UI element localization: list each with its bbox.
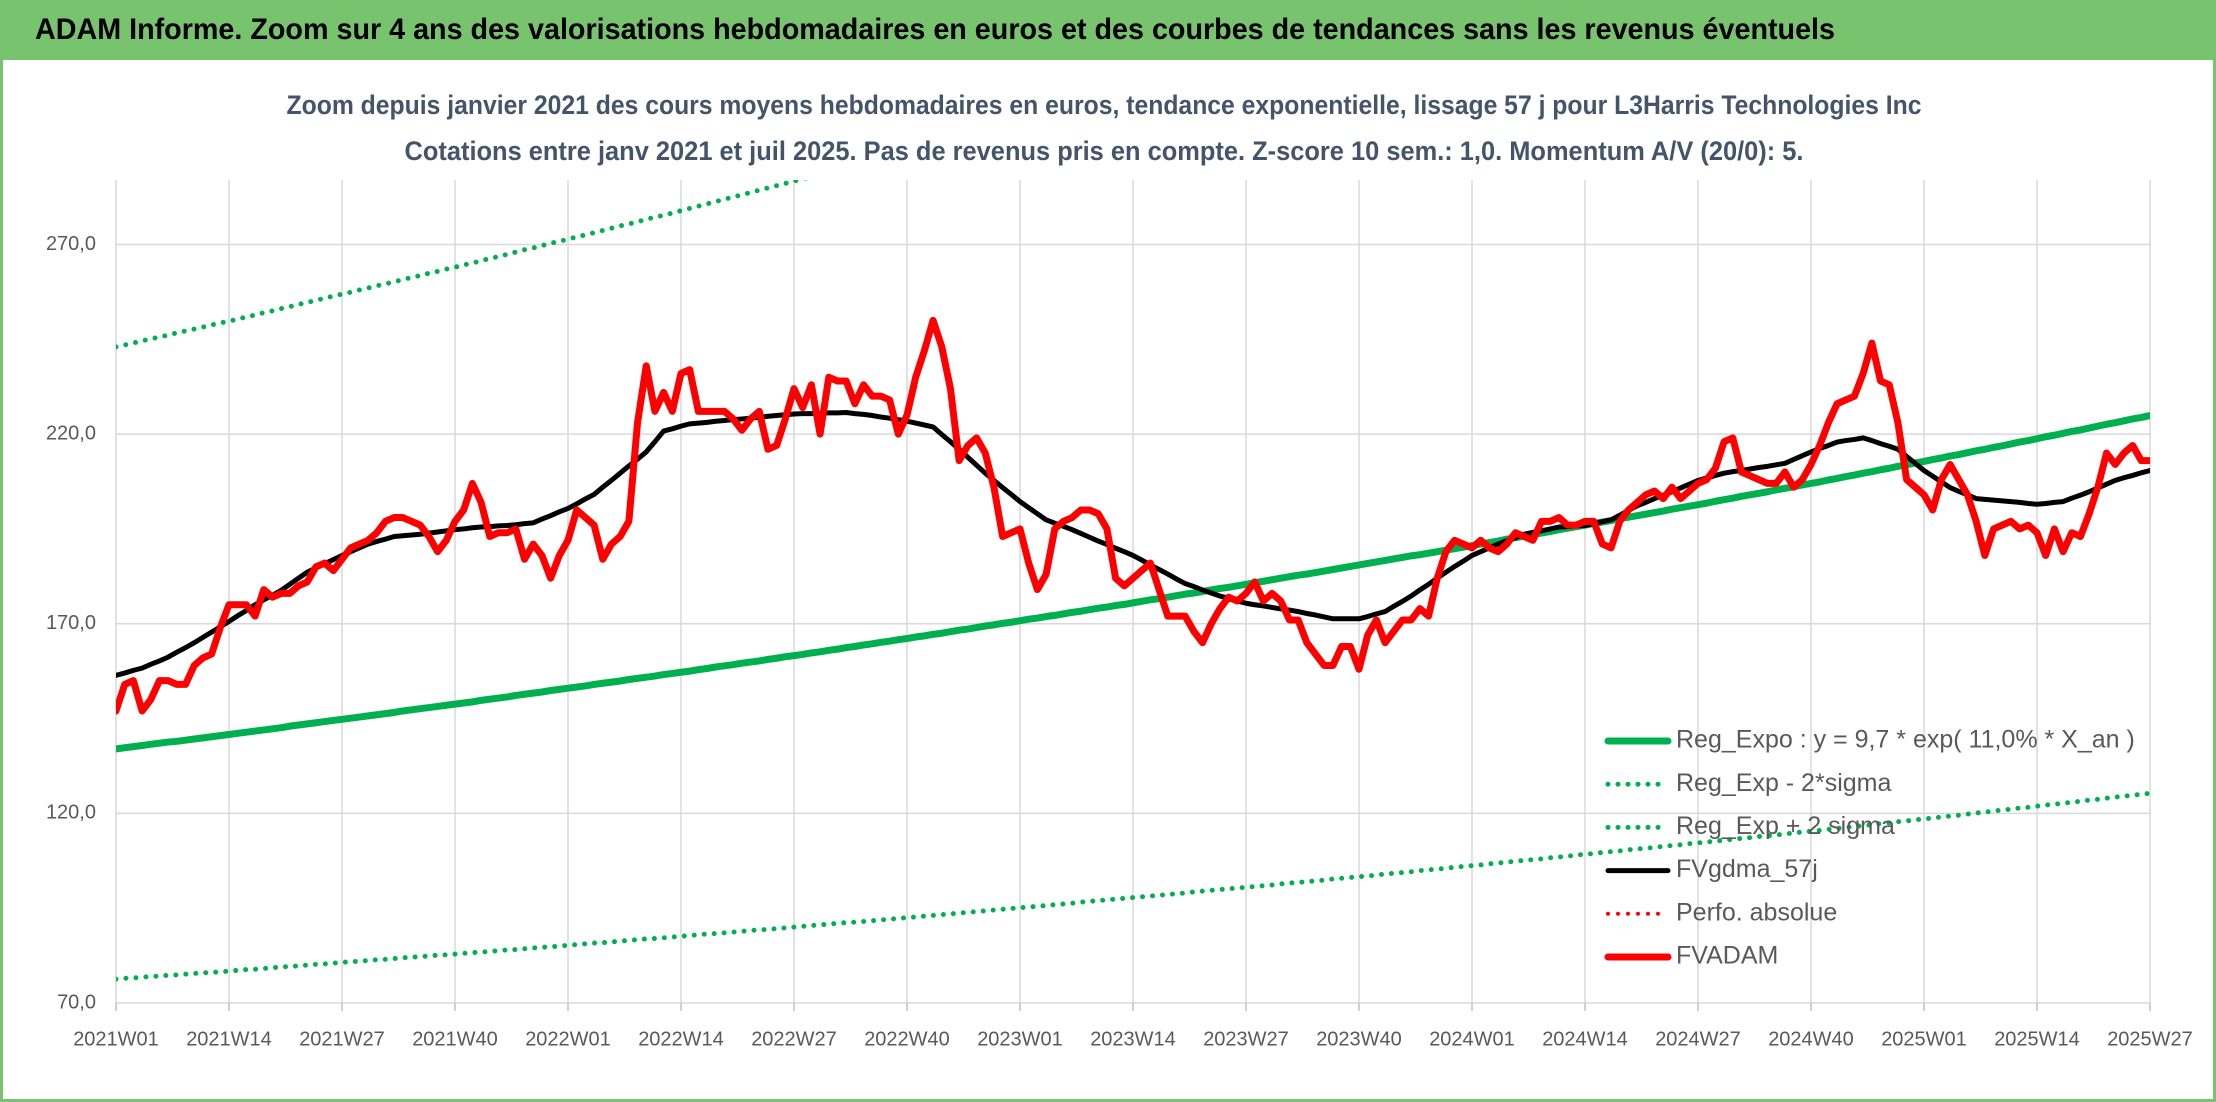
x-tick-label: 2023W01 (977, 1028, 1063, 1050)
legend-label: Reg_Expo : y = 9,7 * exp( 11,0% * X_an ) (1676, 726, 2135, 754)
chart-subtitle: Cotations entre janv 2021 et juil 2025. … (405, 136, 1804, 166)
x-tick-label: 2022W27 (751, 1028, 837, 1050)
x-tick-label: 2024W27 (1655, 1028, 1741, 1050)
y-tick-label: 120,0 (46, 802, 96, 824)
chart-title: Zoom depuis janvier 2021 des cours moyen… (287, 90, 1922, 120)
x-tick-label: 2024W01 (1429, 1028, 1515, 1050)
header-banner (0, 0, 2216, 60)
grid: 70,0 120,0 170,0 220,0 270,0 2021W01 2021W14 20… (46, 180, 2193, 1050)
x-tick-label: 2022W01 (525, 1028, 611, 1050)
x-tick-label: 2021W14 (186, 1028, 272, 1050)
x-tick-label: 2024W14 (1542, 1028, 1628, 1050)
y-tick-label: 270,0 (46, 233, 96, 255)
series-line (116, 316, 2150, 715)
series-line (116, 180, 809, 350)
y-tick-label: 170,0 (46, 612, 96, 634)
y-tick-label: 70,0 (57, 991, 96, 1013)
plot-area (116, 180, 2150, 982)
x-tick-label: 2024W40 (1768, 1028, 1854, 1050)
x-tick-label: 2021W27 (299, 1028, 385, 1050)
x-tick-label: 2023W40 (1316, 1028, 1402, 1050)
x-tick-label: 2023W27 (1203, 1028, 1289, 1050)
legend-label: Reg_Exp + 2 sigma (1676, 812, 1895, 840)
header-title: ADAM Informe. Zoom sur 4 ans des valoris… (35, 13, 1835, 46)
x-tick-label: 2022W14 (638, 1028, 724, 1050)
x-tick-label: 2025W14 (1994, 1028, 2080, 1050)
legend-label: Reg_Exp - 2*sigma (1676, 769, 1891, 797)
x-tick-label: 2021W40 (412, 1028, 498, 1050)
x-tick-label: 2025W01 (1881, 1028, 1967, 1050)
legend-label: FVgdma_57j (1676, 855, 1818, 883)
legend-label: FVADAM (1676, 942, 1778, 970)
x-tick-label: 2021W01 (73, 1028, 159, 1050)
series-line (116, 790, 2150, 982)
x-tick-label: 2023W14 (1090, 1028, 1176, 1050)
x-tick-label: 2022W40 (864, 1028, 950, 1050)
legend: Reg_Expo : y = 9,7 * exp( 11,0% * X_an )… (1604, 726, 2135, 970)
legend-label: Perfo. absolue (1676, 898, 1837, 926)
y-tick-label: 220,0 (46, 422, 96, 444)
x-tick-label: 2025W27 (2107, 1028, 2193, 1050)
series-line (116, 412, 2150, 753)
